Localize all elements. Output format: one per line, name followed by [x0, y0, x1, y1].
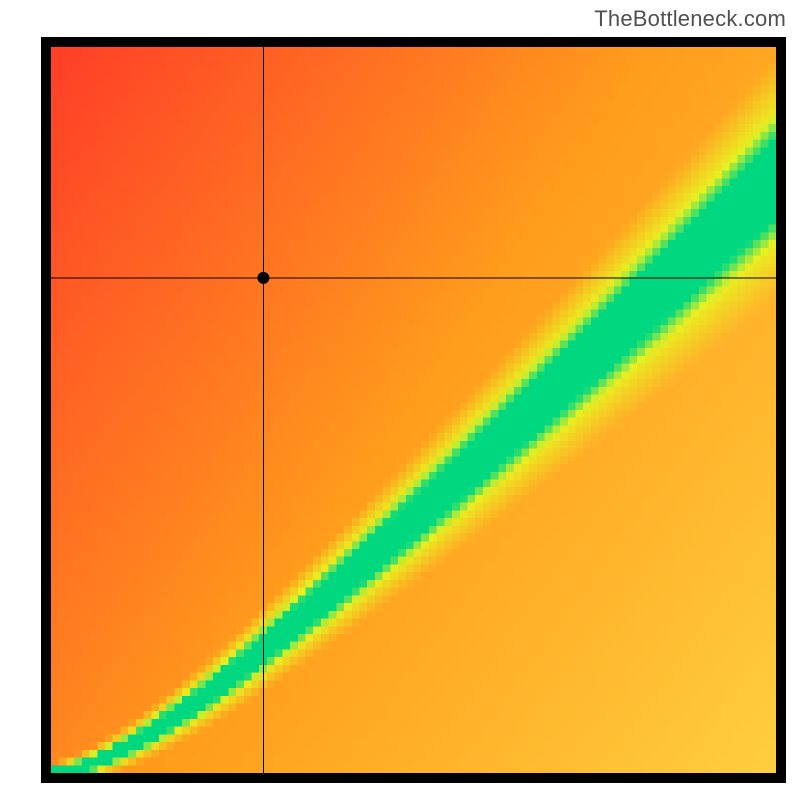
- chart-container: TheBottleneck.com: [0, 0, 800, 800]
- bottleneck-heatmap: [51, 47, 776, 773]
- watermark-text: TheBottleneck.com: [594, 6, 786, 32]
